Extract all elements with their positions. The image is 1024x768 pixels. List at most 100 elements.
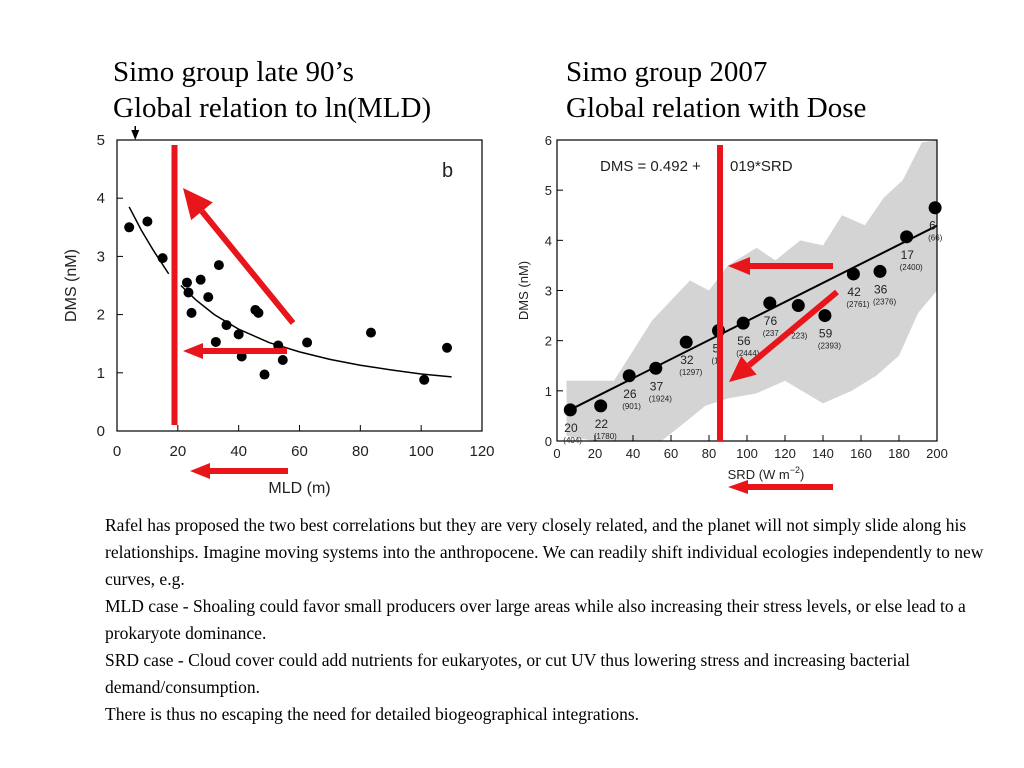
point-count-label: 32: [680, 353, 694, 367]
point-sample-label: (1: [712, 357, 720, 366]
mld-chart: 0 20 40 60 80 100 120 0 1 2 3 4 5 MLD (m) DMS (nM) b: [63, 126, 495, 497]
point-sample-label: (66): [928, 234, 943, 243]
red-axis-arrow-head: [728, 480, 748, 494]
y-tick-label: 1: [97, 365, 105, 382]
red-diagonal-arrow-shaft: [747, 289, 839, 368]
data-point: [157, 253, 168, 264]
data-point: [846, 267, 860, 281]
y-axis-label: DMS (nM): [63, 249, 80, 322]
data-point: [763, 296, 777, 310]
regression-equation-right: 019*SRD: [730, 158, 793, 175]
red-diagonal-arrow-head: [729, 356, 757, 382]
data-point: [273, 340, 284, 351]
x-tick-label: 20: [169, 443, 186, 460]
point-sample-label: (237: [763, 329, 780, 338]
x-tick-label: 140: [812, 446, 834, 461]
point-sample-label: (2393): [818, 342, 841, 351]
body-paragraph-1: Rafel has proposed the two best correlat…: [105, 515, 984, 589]
point-count-label: 59: [819, 327, 833, 341]
point-count-label: 42: [847, 285, 861, 299]
data-point: [195, 274, 206, 285]
data-point: [186, 307, 197, 318]
point-count-label: 76: [764, 314, 778, 328]
x-tick-label: 20: [588, 446, 602, 461]
panel-label: b: [442, 160, 453, 182]
top-marker: [131, 130, 140, 140]
x-tick-label: 160: [850, 446, 872, 461]
point-sample-label: (2376): [873, 297, 896, 306]
x-tick-label: 120: [774, 446, 796, 461]
red-vertical-bar: [717, 145, 723, 441]
data-point: [622, 369, 636, 383]
x-axis-label-main: SRD (W m: [728, 467, 790, 482]
point-count-label: 20: [564, 421, 578, 435]
data-point: [181, 277, 192, 288]
y-tick-label: 2: [545, 334, 552, 349]
y-tick-label: 5: [545, 183, 552, 198]
y-tick-label: 0: [97, 423, 105, 440]
y-tick-label: 6: [545, 133, 552, 148]
data-point: [236, 351, 247, 362]
red-horizontal-arrow-head: [728, 257, 750, 275]
x-axis-label: SRD (W m−2): [728, 465, 805, 482]
red-diagonal-arrow-shaft: [199, 209, 296, 325]
fit-curve-2: [180, 284, 452, 378]
red-diagonal-arrow-head: [183, 188, 213, 221]
data-point: [253, 307, 264, 318]
heading-left-line2: Global relation to ln(MLD): [113, 92, 432, 124]
heading-right: Simo group 2007 Global relation with Dos…: [566, 54, 866, 126]
data-point: [365, 327, 376, 338]
point-count-label: 5: [713, 342, 720, 356]
x-tick-label: 80: [702, 446, 716, 461]
heading-left-line1: Simo group late 90’s: [113, 56, 354, 88]
x-tick-label: 120: [469, 443, 494, 460]
point-count-label: 37: [650, 379, 664, 393]
x-tick-label: 60: [664, 446, 678, 461]
x-axis-label: MLD (m): [268, 480, 330, 497]
red-horizontal-arrow-head: [183, 343, 203, 359]
data-point: [302, 337, 313, 348]
data-point: [563, 403, 577, 417]
data-point: [142, 216, 153, 227]
x-tick-label: 40: [626, 446, 640, 461]
point-sample-label: 223): [791, 332, 807, 341]
x-axis-label-close: ): [800, 467, 804, 482]
point-sample-label: (2761): [846, 300, 869, 309]
y-tick-label: 1: [545, 384, 552, 399]
data-point: [818, 309, 832, 323]
data-point: [203, 292, 214, 303]
point-sample-label: (2444): [736, 349, 759, 358]
body-paragraph-4: There is thus no escaping the need for d…: [105, 704, 640, 724]
point-count-label: 6: [929, 219, 936, 233]
y-tick-label: 0: [545, 434, 552, 449]
body-paragraph-3: SRD case - Cloud cover could add nutrien…: [105, 650, 910, 697]
y-axis-label: DMS (nM): [516, 261, 531, 320]
x-tick-label: 40: [230, 443, 247, 460]
data-point: [928, 201, 942, 215]
data-point: [233, 329, 244, 340]
x-tick-label: 80: [352, 443, 369, 460]
data-point: [213, 260, 224, 271]
y-tick-label: 5: [97, 132, 105, 149]
regression-equation-left: DMS = 0.492 +: [600, 158, 701, 175]
body-text: Rafel has proposed the two best correlat…: [105, 512, 985, 728]
y-tick-label: 2: [97, 307, 105, 324]
point-count-label: 22: [595, 417, 609, 431]
data-point: [221, 320, 232, 331]
heading-left: Simo group late 90’s Global relation to …: [113, 54, 431, 126]
data-point: [679, 335, 693, 349]
y-tick-label: 3: [97, 248, 105, 265]
red-axis-arrow-head: [190, 463, 210, 479]
data-point: [900, 230, 914, 244]
body-paragraph-2: MLD case - Shoaling could favor small pr…: [105, 596, 966, 643]
data-point: [736, 316, 750, 330]
data-point: [649, 361, 663, 375]
data-point: [442, 342, 453, 353]
point-sample-label: (2400): [900, 263, 923, 272]
data-point: [124, 222, 135, 233]
red-vertical-bar: [171, 145, 178, 425]
heading-right-line2: Global relation with Dose: [566, 92, 867, 124]
x-tick-label: 100: [409, 443, 434, 460]
x-tick-label: 100: [736, 446, 758, 461]
